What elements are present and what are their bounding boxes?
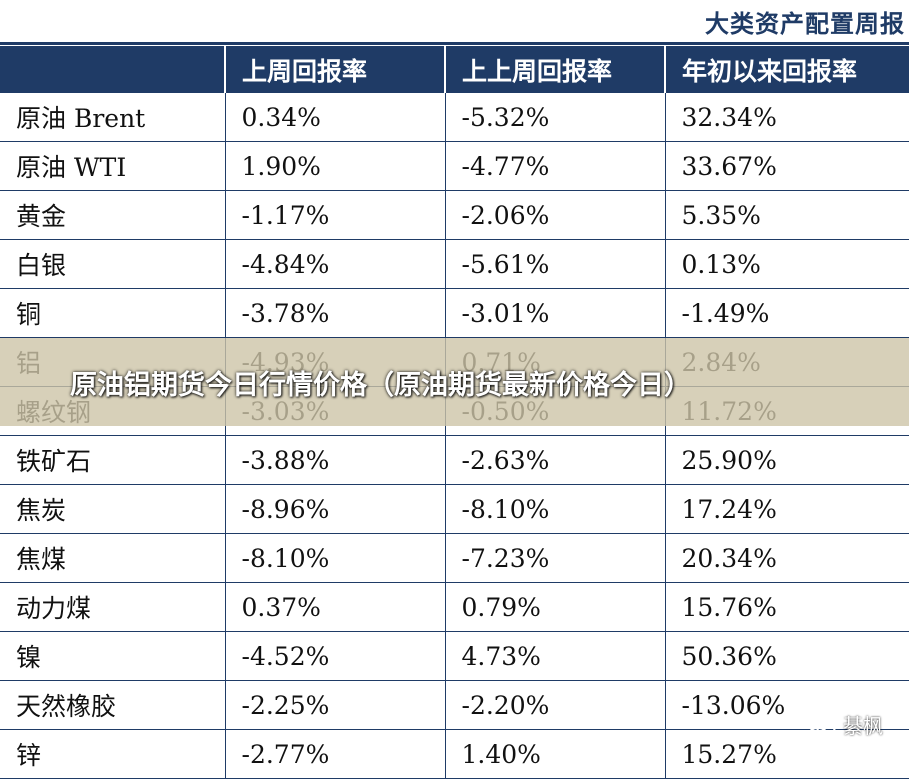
cell-two-weeks-ago: 0.79% <box>444 582 665 632</box>
cell-two-weeks-ago: 4.73% <box>444 631 665 681</box>
cell-last-week: -3.88% <box>224 435 445 485</box>
cell-ytd: -1.49% <box>664 288 909 338</box>
cell-asset: 锌 <box>0 729 225 779</box>
table-row: 焦炭 -8.96% -8.10% 17.24% <box>0 484 909 534</box>
cell-asset: 天然橡胶 <box>0 680 225 730</box>
cell-asset: 镍 <box>0 631 225 681</box>
cell-ytd: 33.67% <box>664 141 909 191</box>
watermark-text: 綦枫 <box>843 714 883 738</box>
cell-ytd: 20.34% <box>664 533 909 583</box>
cell-last-week: -8.96% <box>224 484 445 534</box>
table-row: 原油 Brent 0.34% -5.32% 32.34% <box>0 93 909 142</box>
headline-banner: 原油铝期货今日行情价格（原油期货最新价格今日） <box>0 338 909 426</box>
cell-asset: 动力煤 <box>0 582 225 632</box>
table-header-row: 上周回报率 上上周回报率 年初以来回报率 <box>0 46 909 93</box>
cell-last-week: -2.25% <box>224 680 445 730</box>
cell-ytd: -13.06% <box>664 680 909 730</box>
watermark: 綦枫 <box>807 710 883 739</box>
cell-last-week: -4.52% <box>224 631 445 681</box>
table-row: 铜 -3.78% -3.01% -1.49% <box>0 288 909 338</box>
cell-ytd: 32.34% <box>664 93 909 142</box>
cell-two-weeks-ago: -4.77% <box>444 141 665 191</box>
table-row: 原油 WTI 1.90% -4.77% 33.67% <box>0 141 909 191</box>
title-divider <box>0 42 909 45</box>
header-two-weeks-ago: 上上周回报率 <box>444 46 665 93</box>
header-asset <box>0 46 225 93</box>
cell-asset: 铁矿石 <box>0 435 225 485</box>
cell-last-week: -8.10% <box>224 533 445 583</box>
cell-ytd: 50.36% <box>664 631 909 681</box>
cell-last-week: 1.90% <box>224 141 445 191</box>
table-row: 黄金 -1.17% -2.06% 5.35% <box>0 190 909 240</box>
header-last-week: 上周回报率 <box>224 46 445 93</box>
cell-two-weeks-ago: -2.20% <box>444 680 665 730</box>
table-row: 天然橡胶 -2.25% -2.20% -13.06% <box>0 680 909 730</box>
cell-asset: 白银 <box>0 239 225 289</box>
headline-text: 原油铝期货今日行情价格（原油期货最新价格今日） <box>70 369 691 401</box>
cell-last-week: 0.37% <box>224 582 445 632</box>
table-row: 镍 -4.52% 4.73% 50.36% <box>0 631 909 681</box>
cell-asset: 原油 Brent <box>0 93 225 142</box>
cell-two-weeks-ago: -3.01% <box>444 288 665 338</box>
cell-two-weeks-ago: -5.61% <box>444 239 665 289</box>
table-row: 锌 -2.77% 1.40% 15.27% <box>0 729 909 779</box>
cell-last-week: -3.78% <box>224 288 445 338</box>
cell-ytd: 5.35% <box>664 190 909 240</box>
cell-asset: 焦煤 <box>0 533 225 583</box>
header-ytd: 年初以来回报率 <box>664 46 909 93</box>
cell-ytd: 0.13% <box>664 239 909 289</box>
cell-ytd: 15.76% <box>664 582 909 632</box>
table-row: 白银 -4.84% -5.61% 0.13% <box>0 239 909 289</box>
cell-ytd: 17.24% <box>664 484 909 534</box>
cell-two-weeks-ago: -7.23% <box>444 533 665 583</box>
table-row: 动力煤 0.37% 0.79% 15.76% <box>0 582 909 632</box>
cell-two-weeks-ago: -2.63% <box>444 435 665 485</box>
table-row: 焦煤 -8.10% -7.23% 20.34% <box>0 533 909 583</box>
cell-two-weeks-ago: -5.32% <box>444 93 665 142</box>
wechat-icon <box>807 713 837 737</box>
cell-asset: 黄金 <box>0 190 225 240</box>
cell-last-week: -2.77% <box>224 729 445 779</box>
cell-asset: 铜 <box>0 288 225 338</box>
cell-last-week: 0.34% <box>224 93 445 142</box>
cell-ytd: 25.90% <box>664 435 909 485</box>
cell-last-week: -4.84% <box>224 239 445 289</box>
cell-two-weeks-ago: -8.10% <box>444 484 665 534</box>
cell-asset: 焦炭 <box>0 484 225 534</box>
cell-two-weeks-ago: -2.06% <box>444 190 665 240</box>
cell-asset: 原油 WTI <box>0 141 225 191</box>
cell-last-week: -1.17% <box>224 190 445 240</box>
table-row: 铁矿石 -3.88% -2.63% 25.90% <box>0 435 909 485</box>
report-title: 大类资产配置周报 <box>705 10 905 38</box>
cell-two-weeks-ago: 1.40% <box>444 729 665 779</box>
